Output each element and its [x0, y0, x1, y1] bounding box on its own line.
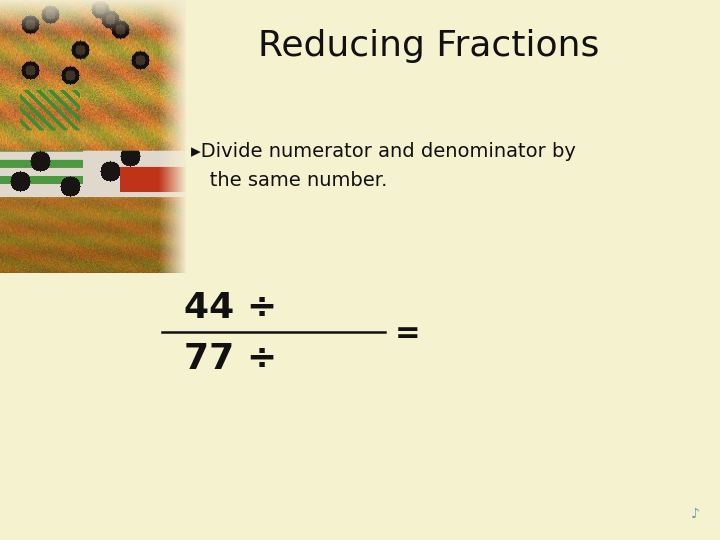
Text: 77 ÷: 77 ÷ [184, 342, 277, 376]
Text: the same number.: the same number. [191, 171, 387, 191]
Text: ♪: ♪ [690, 507, 699, 521]
Text: 44 ÷: 44 ÷ [184, 291, 277, 325]
Text: =: = [395, 319, 420, 348]
Text: Reducing Fractions: Reducing Fractions [258, 29, 599, 63]
Text: ▸Divide numerator and denominator by: ▸Divide numerator and denominator by [191, 141, 576, 161]
